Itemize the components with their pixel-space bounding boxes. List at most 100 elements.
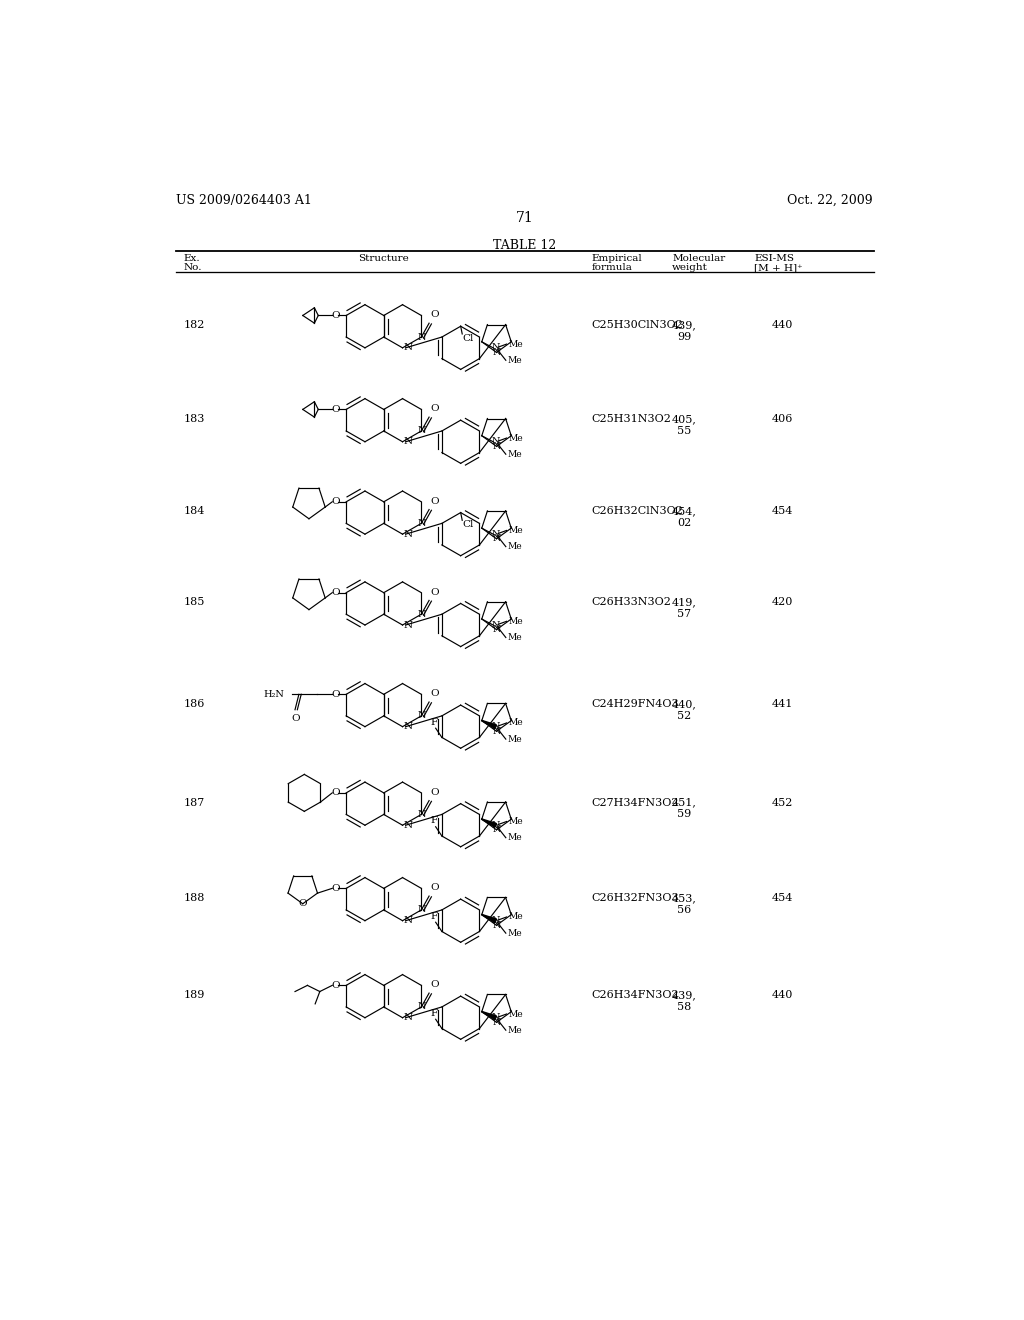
Text: 454: 454 [772,892,794,903]
Text: Oct. 22, 2009: Oct. 22, 2009 [786,194,872,207]
Text: N: N [417,711,426,721]
Text: F: F [430,1008,437,1018]
Text: 439,
58: 439, 58 [672,990,697,1011]
Text: O: O [331,498,340,507]
Text: N: N [492,722,500,731]
Text: 419,
57: 419, 57 [672,597,697,619]
Text: Me: Me [507,735,522,743]
Text: formula: formula [592,263,633,272]
Text: O: O [431,883,439,892]
Text: 440,
52: 440, 52 [672,700,697,721]
Text: O: O [431,587,439,597]
Text: Me: Me [507,833,522,842]
Text: O: O [431,981,439,989]
Text: N: N [492,343,500,352]
Text: N: N [493,921,501,929]
Text: 189: 189 [183,990,205,1001]
Text: N: N [493,535,501,544]
Text: Me: Me [509,616,523,626]
Text: Cl: Cl [462,520,473,529]
Text: 420: 420 [772,597,794,607]
Text: N: N [417,906,426,915]
Text: 441: 441 [772,700,794,709]
Text: N: N [492,1014,500,1023]
Text: Me: Me [509,718,523,727]
Text: C26H32FN3O3: C26H32FN3O3 [592,892,679,903]
Text: O: O [331,589,340,597]
Text: 454,
02: 454, 02 [672,507,697,528]
Text: Me: Me [509,339,523,348]
Text: TABLE 12: TABLE 12 [494,239,556,252]
Text: N: N [493,442,501,451]
Text: C25H31N3O2: C25H31N3O2 [592,414,672,424]
Text: O: O [331,788,340,797]
Text: Empirical: Empirical [592,253,642,263]
Text: F: F [430,816,437,825]
Text: 186: 186 [183,700,205,709]
Text: weight: weight [672,263,708,272]
Text: [M + H]⁺: [M + H]⁺ [755,263,803,272]
Text: N: N [493,825,501,834]
Text: 71: 71 [516,211,534,224]
Text: C26H33N3O2: C26H33N3O2 [592,597,672,607]
Text: O: O [331,405,340,414]
Text: Me: Me [507,929,522,937]
Text: 183: 183 [183,414,205,424]
Text: 406: 406 [772,414,794,424]
Text: Cl: Cl [462,334,473,343]
Text: N: N [403,722,413,731]
Text: N: N [492,821,500,830]
Text: Ex.: Ex. [183,253,201,263]
Text: C25H30ClN3O2: C25H30ClN3O2 [592,321,683,330]
Text: O: O [331,981,340,990]
Text: O: O [431,404,439,413]
Text: N: N [493,1018,501,1027]
Text: 439,
99: 439, 99 [672,321,697,342]
Text: 188: 188 [183,892,205,903]
Text: H₂N: H₂N [263,690,285,698]
Text: C26H32ClN3O2: C26H32ClN3O2 [592,507,683,516]
Text: N: N [403,916,413,925]
Text: N: N [417,810,426,818]
Text: Structure: Structure [358,253,410,263]
Text: O: O [331,690,340,698]
Text: N: N [417,426,426,436]
Text: 185: 185 [183,597,205,607]
Text: N: N [493,348,501,356]
Text: Me: Me [507,450,522,459]
Polygon shape [481,915,497,923]
Text: O: O [331,884,340,892]
Text: N: N [417,333,426,342]
Polygon shape [481,721,497,729]
Text: O: O [431,310,439,319]
Text: N: N [492,620,500,630]
Text: 452: 452 [772,797,794,808]
Text: US 2009/0264403 A1: US 2009/0264403 A1 [176,194,312,207]
Text: C24H29FN4O3: C24H29FN4O3 [592,700,679,709]
Text: N: N [403,821,413,830]
Text: C27H34FN3O2: C27H34FN3O2 [592,797,679,808]
Text: Me: Me [509,912,523,921]
Text: O: O [331,312,340,319]
Text: O: O [292,714,300,722]
Text: Me: Me [507,1026,522,1035]
Text: N: N [492,437,500,446]
Text: N: N [403,437,413,446]
Text: 440: 440 [772,990,794,1001]
Text: Me: Me [509,1010,523,1019]
Text: 184: 184 [183,507,205,516]
Text: 454: 454 [772,507,794,516]
Text: N: N [493,727,501,735]
Text: O: O [431,689,439,698]
Text: 451,
59: 451, 59 [672,797,697,820]
Text: N: N [403,1014,413,1022]
Text: 182: 182 [183,321,205,330]
Polygon shape [481,818,497,828]
Text: Me: Me [507,543,522,552]
Text: O: O [431,496,439,506]
Text: N: N [403,620,413,630]
Text: O: O [298,899,307,908]
Text: 453,
56: 453, 56 [672,892,697,915]
Text: Me: Me [509,433,523,442]
Text: N: N [493,626,501,634]
